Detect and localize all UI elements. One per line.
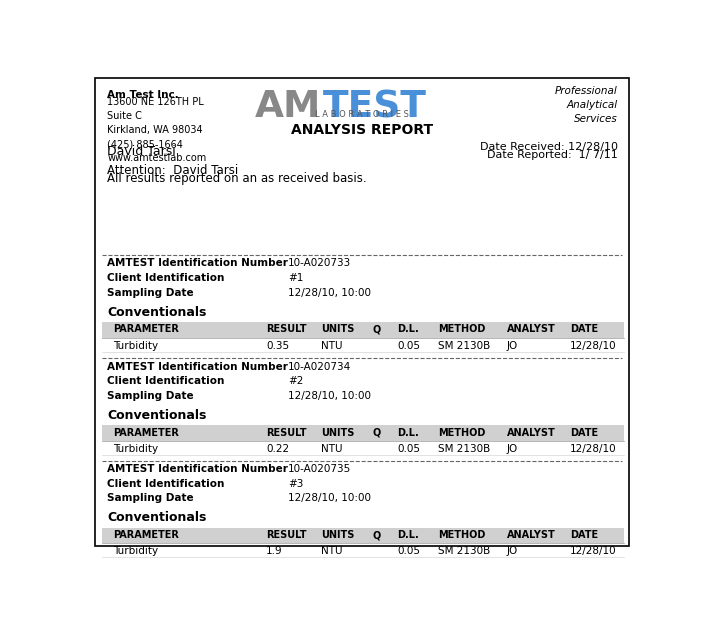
- Text: DATE: DATE: [570, 324, 598, 334]
- Text: Attention:  David Tarsi: Attention: David Tarsi: [107, 164, 239, 177]
- Text: TEST: TEST: [323, 90, 426, 125]
- Text: Turbidity: Turbidity: [113, 341, 158, 350]
- Text: D.L.: D.L.: [397, 428, 419, 438]
- Text: NTU: NTU: [321, 341, 342, 350]
- Text: Conventionals: Conventionals: [107, 512, 207, 525]
- Text: Q: Q: [373, 428, 381, 438]
- Text: 12/28/10: 12/28/10: [570, 546, 616, 556]
- Text: #1: #1: [288, 273, 304, 283]
- Text: 10-A020735: 10-A020735: [288, 464, 351, 474]
- Text: DATE: DATE: [570, 428, 598, 438]
- Text: Sampling Date: Sampling Date: [107, 391, 194, 401]
- Text: Client Identification: Client Identification: [107, 273, 225, 283]
- Text: D.L.: D.L.: [397, 324, 419, 334]
- Text: METHOD: METHOD: [438, 530, 486, 540]
- Text: Client Identification: Client Identification: [107, 478, 225, 489]
- Text: AMTEST Identification Number: AMTEST Identification Number: [107, 362, 288, 371]
- Text: 10-A020734: 10-A020734: [288, 362, 351, 371]
- Text: ANALYST: ANALYST: [507, 530, 556, 540]
- Text: 0.35: 0.35: [266, 341, 289, 350]
- Text: Conventionals: Conventionals: [107, 306, 207, 319]
- Text: PARAMETER: PARAMETER: [113, 530, 179, 540]
- Text: SM 2130B: SM 2130B: [438, 341, 491, 350]
- Text: 0.22: 0.22: [266, 444, 289, 454]
- Text: AMTEST Identification Number: AMTEST Identification Number: [107, 258, 288, 268]
- Text: #2: #2: [288, 376, 304, 386]
- Bar: [102, 528, 625, 543]
- Text: 10-A020733: 10-A020733: [288, 258, 351, 268]
- Text: 0.05: 0.05: [397, 341, 420, 350]
- Text: RESULT: RESULT: [266, 530, 306, 540]
- Text: Client Identification: Client Identification: [107, 376, 225, 386]
- Text: All results reported on an as received basis.: All results reported on an as received b…: [107, 172, 367, 185]
- Text: 1.9: 1.9: [266, 546, 282, 556]
- Bar: [102, 322, 625, 338]
- Text: #3: #3: [288, 478, 304, 489]
- Text: JO: JO: [507, 546, 518, 556]
- Text: Turbidity: Turbidity: [113, 444, 158, 454]
- Text: AMTEST Identification Number: AMTEST Identification Number: [107, 464, 288, 474]
- Text: UNITS: UNITS: [321, 530, 354, 540]
- Text: UNITS: UNITS: [321, 324, 354, 334]
- Text: Sampling Date: Sampling Date: [107, 288, 194, 298]
- Text: ANALYST: ANALYST: [507, 324, 556, 334]
- Text: David Tarsi: David Tarsi: [107, 145, 176, 158]
- Text: 12/28/10: 12/28/10: [570, 444, 616, 454]
- Text: PARAMETER: PARAMETER: [113, 324, 179, 334]
- Text: Q: Q: [373, 530, 381, 540]
- Text: METHOD: METHOD: [438, 428, 486, 438]
- Text: AM: AM: [254, 90, 321, 125]
- Text: METHOD: METHOD: [438, 324, 486, 334]
- Text: RESULT: RESULT: [266, 324, 306, 334]
- Text: JO: JO: [507, 444, 518, 454]
- Text: Sampling Date: Sampling Date: [107, 493, 194, 504]
- Text: ANALYST: ANALYST: [507, 428, 556, 438]
- Text: JO: JO: [507, 341, 518, 350]
- Text: NTU: NTU: [321, 444, 342, 454]
- Text: Date Reported:  1/ 7/11: Date Reported: 1/ 7/11: [487, 150, 618, 160]
- Text: 12/28/10, 10:00: 12/28/10, 10:00: [288, 391, 371, 401]
- Bar: [102, 425, 625, 441]
- Text: DATE: DATE: [570, 530, 598, 540]
- Text: Date Received: 12/28/10: Date Received: 12/28/10: [480, 142, 618, 152]
- Text: ANALYSIS REPORT: ANALYSIS REPORT: [291, 123, 433, 137]
- Text: NTU: NTU: [321, 546, 342, 556]
- Text: SM 2130B: SM 2130B: [438, 546, 491, 556]
- Text: Am Test Inc.: Am Test Inc.: [107, 90, 179, 100]
- Text: PARAMETER: PARAMETER: [113, 428, 179, 438]
- Text: Q: Q: [373, 324, 381, 334]
- Text: Professional
Analytical
Services: Professional Analytical Services: [555, 85, 618, 124]
- Text: Turbidity: Turbidity: [113, 546, 158, 556]
- Text: D.L.: D.L.: [397, 530, 419, 540]
- Text: SM 2130B: SM 2130B: [438, 444, 491, 454]
- Text: Conventionals: Conventionals: [107, 409, 207, 422]
- Text: 0.05: 0.05: [397, 444, 420, 454]
- Text: 12/28/10, 10:00: 12/28/10, 10:00: [288, 288, 371, 298]
- Text: 12/28/10: 12/28/10: [570, 341, 616, 350]
- Text: L A B O R A T O R I E S: L A B O R A T O R I E S: [315, 111, 409, 119]
- Text: UNITS: UNITS: [321, 428, 354, 438]
- Text: 0.05: 0.05: [397, 546, 420, 556]
- Text: 13600 NE 126TH PL
Suite C
Kirkland, WA 98034
(425) 885-1664
www.amtestlab.com: 13600 NE 126TH PL Suite C Kirkland, WA 9…: [107, 98, 207, 164]
- Text: 12/28/10, 10:00: 12/28/10, 10:00: [288, 493, 371, 504]
- Text: RESULT: RESULT: [266, 428, 306, 438]
